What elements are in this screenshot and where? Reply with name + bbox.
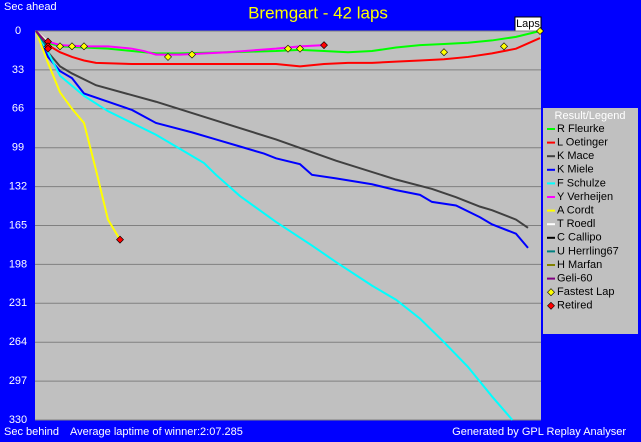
y-label-bottom: Sec behind — [4, 426, 59, 438]
y-tick-label: 99 — [12, 142, 24, 154]
marker — [500, 42, 508, 51]
series-line — [35, 30, 514, 421]
y-tick-label: 264 — [9, 336, 27, 348]
legend-label: U Herrling67 — [557, 245, 619, 257]
series-line — [35, 30, 121, 241]
y-tick-label: 330 — [9, 414, 27, 426]
marker — [284, 44, 292, 53]
y-tick-label: 198 — [9, 258, 27, 270]
y-tick-label: 132 — [9, 181, 27, 193]
series-line — [35, 30, 541, 68]
x-label: Laps — [516, 18, 540, 30]
legend-label: T Roedl — [557, 218, 595, 230]
marker — [296, 44, 304, 53]
y-tick-label: 231 — [9, 297, 27, 309]
legend-label: Geli-60 — [557, 273, 592, 285]
legend-label: R Fleurke — [557, 123, 605, 135]
marker — [80, 42, 88, 51]
y-label-top: Sec ahead — [4, 1, 57, 13]
marker — [320, 41, 328, 50]
marker — [44, 44, 52, 53]
legend-label: Fastest Lap — [557, 286, 614, 298]
legend-label: K Mace — [557, 150, 594, 162]
y-tick-label: 297 — [9, 375, 27, 387]
footer-right: Generated by GPL Replay Analyser — [452, 426, 626, 438]
y-tick-label: 0 — [15, 25, 21, 37]
series-line — [35, 30, 529, 249]
legend-label: C Callipo — [557, 232, 602, 244]
legend-label: F Schulze — [557, 177, 606, 189]
legend-label: K Miele — [557, 164, 594, 176]
legend — [543, 108, 638, 334]
legend-label: H Marfan — [557, 259, 602, 271]
chart-title: Bremgart - 42 laps — [248, 3, 388, 22]
legend-label: Retired — [557, 300, 592, 312]
y-tick-label: 165 — [9, 219, 27, 231]
marker — [188, 50, 196, 59]
marker — [164, 53, 172, 61]
marker — [116, 235, 124, 244]
y-tick-label: 66 — [12, 103, 24, 115]
legend-label: A Cordt — [557, 205, 594, 217]
marker — [440, 48, 448, 57]
marker — [536, 27, 544, 35]
legend-label: L Oetinger — [557, 137, 608, 149]
series-line — [35, 30, 529, 229]
footer-left: Average laptime of winner:2:07.285 — [70, 426, 243, 438]
legend-swatch — [547, 288, 555, 297]
legend-label: Y Verheijen — [557, 191, 613, 203]
legend-swatch — [547, 301, 555, 310]
legend-title: Result/Legend — [555, 110, 626, 122]
y-tick-label: 33 — [12, 64, 24, 76]
marker — [68, 42, 76, 51]
marker — [56, 42, 64, 51]
